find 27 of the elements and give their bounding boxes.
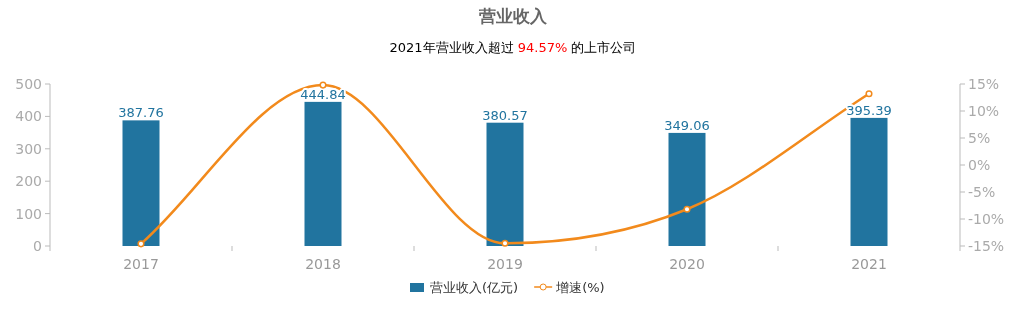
data-label: 444.84 (300, 86, 346, 102)
x-tick-label: 2018 (305, 256, 341, 272)
y-tick-label: 500 (15, 76, 42, 92)
chart-subtitle: 2021年营业收入超过 94.57% 的上市公司 (389, 40, 637, 55)
y2-tick-label: 10% (968, 103, 1000, 119)
chart-title: 营业收入 (478, 6, 548, 26)
y2-tick-label: 0% (968, 157, 991, 173)
data-label: 395.39 (846, 102, 892, 118)
data-label: 387.76 (118, 105, 164, 121)
x-tick-label: 2017 (123, 256, 159, 272)
y-tick-label: 400 (15, 108, 42, 125)
x-tick-label: 2019 (487, 256, 523, 272)
y2-tick-label: -10% (968, 211, 1005, 227)
x-tick-label: 2021 (851, 256, 887, 272)
y-tick-label: 300 (15, 140, 42, 157)
data-label: 349.06 (664, 117, 710, 133)
y-tick-label: 100 (15, 205, 42, 222)
y-tick-label: 200 (15, 173, 42, 190)
legend-label: 营业收入(亿元) (430, 280, 519, 295)
y2-tick-label: -5% (968, 184, 996, 200)
data-label: 380.57 (482, 107, 528, 123)
y2-tick-label: -15% (968, 238, 1005, 254)
y2-tick-label: 15% (968, 76, 1000, 92)
y-tick-label: 0 (33, 238, 42, 254)
legend-label: 增速(%) (555, 280, 605, 295)
y2-tick-label: 5% (968, 130, 991, 146)
x-tick-label: 2020 (669, 256, 705, 272)
